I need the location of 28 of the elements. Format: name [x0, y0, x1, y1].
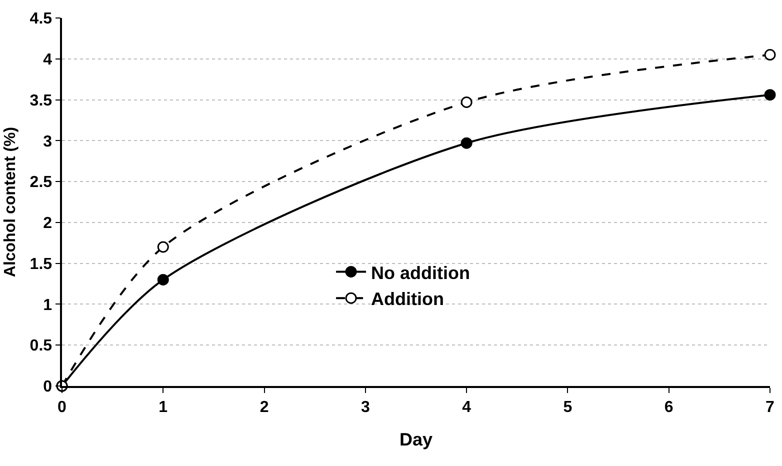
point	[764, 49, 776, 61]
point	[764, 89, 776, 101]
point	[460, 137, 472, 149]
x-tick-label: 3	[360, 398, 370, 416]
x-tick-label: 6	[664, 398, 674, 416]
y-tick-label: 4.5	[30, 10, 52, 28]
y-tick-label: 3.5	[30, 92, 52, 110]
y-tick-label: 1.5	[30, 256, 52, 273]
y-tick-label: 2.5	[30, 174, 52, 192]
x-tick-label: 7	[766, 398, 775, 416]
x-tick-label: 4	[462, 398, 472, 416]
y-tick-label: 1	[43, 296, 52, 314]
legend-label: Addition	[371, 289, 444, 310]
y-tick-label: 4	[43, 51, 52, 68]
y-tick-label: 0.5	[30, 338, 52, 355]
x-tick-label: 5	[563, 398, 572, 416]
legend-label: No addition	[371, 262, 470, 283]
y-axis-title: Alcohol content (%)	[2, 126, 20, 278]
y-tick-label: 0	[43, 378, 52, 396]
x-tick-label: 1	[158, 398, 168, 416]
y-tick-label: 2	[43, 215, 52, 232]
x-tick-label: 0	[58, 398, 67, 416]
y-tick-label: 3	[43, 133, 52, 150]
point	[460, 96, 472, 108]
x-axis-title: Day	[399, 430, 433, 450]
point	[157, 241, 169, 253]
point	[157, 274, 169, 286]
x-tick-label: 2	[260, 398, 269, 416]
